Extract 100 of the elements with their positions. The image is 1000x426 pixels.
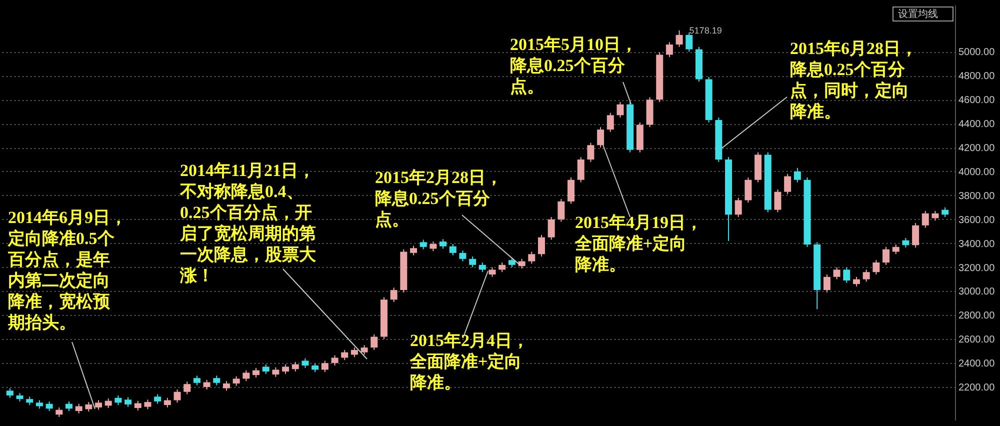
candlestick (252, 367, 260, 378)
candlestick (213, 375, 220, 386)
y-tick-label: 3400.00 (958, 238, 996, 250)
y-tick-label: 4200.00 (958, 143, 996, 154)
candlestick (420, 239, 427, 250)
y-tick-label: 4400.00 (958, 119, 996, 130)
y-tick-label: 3000.00 (958, 286, 996, 298)
candlestick (459, 250, 466, 262)
candlestick (193, 375, 200, 386)
candlestick (852, 276, 860, 287)
candlestick (360, 344, 368, 356)
candlestick (528, 251, 536, 264)
y-tick-label: 2800.00 (958, 310, 996, 322)
candlestick (174, 388, 181, 404)
y-tick-label: 3200.00 (958, 262, 996, 274)
candlestick (203, 379, 210, 390)
candlestick (862, 269, 870, 282)
candlestick (331, 354, 338, 366)
candlestick (912, 222, 920, 248)
candlestick (882, 246, 890, 266)
candlestick (942, 206, 949, 218)
y-tick-label: 2600.00 (958, 334, 996, 346)
candlestick (440, 238, 447, 250)
candlestick (6, 388, 14, 398)
candlestick (302, 358, 309, 368)
candlestick (902, 237, 910, 248)
candlestick (46, 400, 53, 412)
candlestick (932, 210, 939, 222)
candlestick (104, 398, 112, 409)
candlestick (242, 370, 250, 382)
y-tick-label: 4000.00 (958, 166, 996, 178)
candlestick (144, 399, 152, 410)
candlestick (498, 262, 506, 273)
y-tick-label: 3600.00 (958, 214, 996, 226)
candlestick (508, 257, 516, 268)
candlestick (823, 274, 830, 293)
candlestick (843, 266, 850, 284)
annotation: 2015年4月19日，全面降准+定向降准。 (574, 213, 702, 274)
candlestick (833, 266, 840, 280)
candlestick (606, 112, 614, 132)
candlestick (666, 42, 673, 58)
candlestick (774, 188, 782, 213)
candlestick (558, 198, 565, 222)
annotation: 2015年2月28日，降息0.25个百分点。 (375, 168, 502, 229)
candlestick (538, 234, 545, 258)
candlestick (370, 334, 378, 350)
candlestick (184, 381, 191, 395)
candlestick (232, 376, 240, 386)
annotation: 5178.19 (689, 25, 722, 36)
annotation: 设置均线 (898, 8, 938, 20)
annotation: 2014年11月21日，不对称降息0.4、0.25个百分点，开启了宽松周期的第一次降息，股票大涨！ (179, 161, 317, 285)
y-tick-label: 2200.00 (958, 382, 996, 394)
y-tick-label: 5000.00 (958, 47, 996, 58)
candlestick (597, 126, 604, 148)
candlestick (282, 364, 290, 374)
y-tick-label: 4600.00 (958, 95, 996, 106)
candlestick (577, 156, 584, 183)
annotation: 2015年2月4日，全面降准+定向降准。 (409, 331, 529, 392)
candlestick (872, 260, 880, 275)
candlestick (85, 402, 92, 412)
candlestick (469, 256, 476, 268)
annotation: 2014年6月9日，定向降准0.5个百分点，是年内第二次定向降准，宽松预期抬头。 (7, 208, 127, 332)
candlestick (794, 167, 801, 183)
candlestick (75, 403, 82, 414)
candlestick (350, 347, 358, 358)
candlestick (321, 360, 328, 373)
candlestick (164, 397, 171, 408)
candlestick (292, 361, 299, 372)
candlestick (272, 366, 280, 378)
annotation: 2015年5月10日，降息0.25个百分点。 (510, 35, 638, 96)
candlestick (154, 394, 162, 404)
candlestick (478, 262, 486, 273)
candlestick (222, 380, 230, 392)
candlestick (134, 400, 142, 411)
candlestick (686, 32, 693, 52)
candlestick (65, 400, 72, 412)
candlestick (744, 176, 752, 204)
candlestick (587, 142, 594, 162)
candlestick (390, 287, 398, 303)
candlestick (410, 245, 418, 256)
candlestick (124, 396, 132, 408)
candlestick (95, 400, 102, 410)
candlestick (676, 30, 683, 48)
candlestick (734, 197, 742, 218)
candlestick (56, 406, 63, 418)
candlestick (262, 364, 270, 374)
candlestick (568, 176, 575, 204)
y-tick-label: 4800.00 (958, 71, 996, 82)
candlestick (114, 394, 122, 406)
candlestick (892, 244, 900, 255)
candlestick (548, 216, 555, 240)
candlestick (616, 102, 624, 118)
candlestick (784, 173, 792, 195)
candlestick (449, 243, 456, 256)
candlestick (922, 210, 929, 228)
candlestick (341, 349, 348, 361)
candlestick (430, 241, 437, 252)
annotation: 2015年6月28日，降息0.25个百分点，同时，定向降准。 (790, 39, 918, 121)
y-tick-label: 3800.00 (958, 190, 996, 202)
candlestick (488, 266, 496, 278)
